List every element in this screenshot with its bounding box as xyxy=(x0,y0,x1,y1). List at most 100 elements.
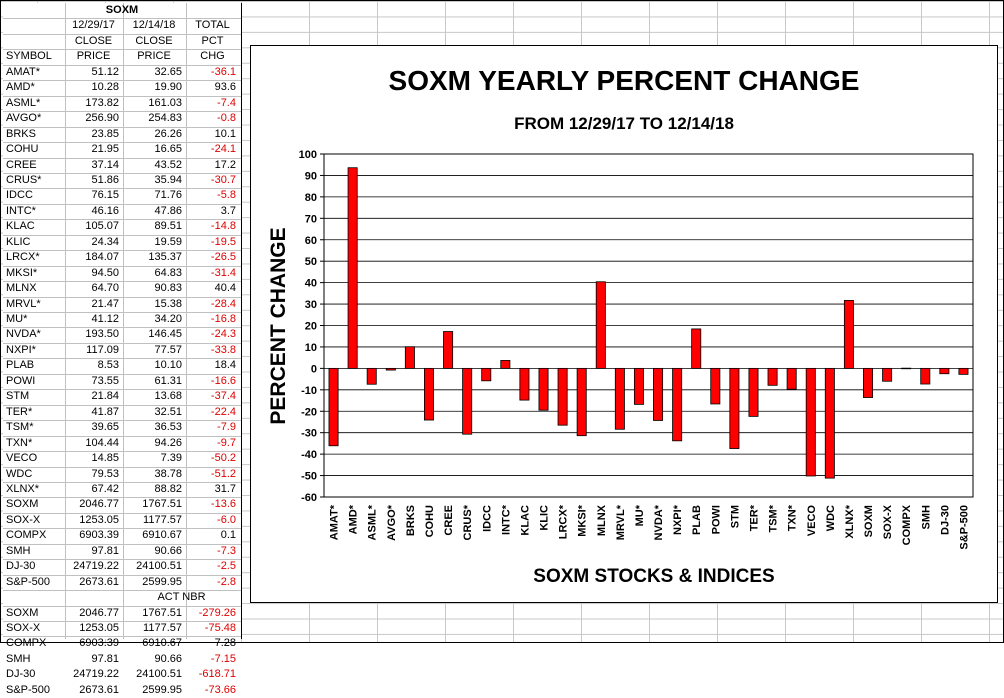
pct-change-cell[interactable]: -22.4 xyxy=(210,405,236,418)
pct-change-cell[interactable]: 10.1 xyxy=(214,127,236,140)
price-cell[interactable]: 254.83 xyxy=(148,112,182,125)
price-cell[interactable]: 117.09 xyxy=(86,343,119,356)
price-cell[interactable]: 23.85 xyxy=(91,127,119,140)
symbol-cell[interactable]: DJ-30 xyxy=(6,668,36,681)
column-header[interactable]: CHG xyxy=(200,50,225,63)
symbol-cell[interactable]: SOXM xyxy=(6,498,39,511)
price-cell[interactable]: 2673.61 xyxy=(79,575,119,588)
price-cell[interactable]: 97.81 xyxy=(91,544,119,557)
pct-change-cell[interactable]: -7.4 xyxy=(217,96,236,109)
pct-change-cell[interactable]: 17.2 xyxy=(214,158,236,171)
price-cell[interactable]: 2046.77 xyxy=(79,498,119,511)
price-cell[interactable]: 41.12 xyxy=(91,313,119,325)
symbol-cell[interactable]: AMAT* xyxy=(6,65,41,78)
symbol-cell[interactable]: MKSI* xyxy=(6,266,38,279)
pct-change-cell[interactable]: -50.2 xyxy=(210,452,236,465)
pct-change-cell[interactable]: 93.6 xyxy=(214,81,236,94)
symbol-cell[interactable]: NVDA* xyxy=(6,328,41,341)
symbol-cell[interactable]: NXPI* xyxy=(6,343,36,356)
price-cell[interactable]: 46.16 xyxy=(91,204,119,217)
pct-change-cell[interactable]: -13.6 xyxy=(210,498,236,511)
price-cell[interactable]: 79.53 xyxy=(91,467,119,480)
price-cell[interactable]: 32.51 xyxy=(154,405,182,418)
act-change-cell[interactable]: -75.48 xyxy=(204,622,236,634)
pct-change-cell[interactable]: -2.5 xyxy=(217,560,236,573)
symbol-cell[interactable]: TSM* xyxy=(6,421,34,434)
pct-change-cell[interactable]: 31.7 xyxy=(214,482,236,495)
symbol-cell[interactable]: MU* xyxy=(6,313,28,325)
price-cell[interactable]: 90.66 xyxy=(154,652,182,665)
price-cell[interactable]: 89.51 xyxy=(154,220,182,233)
price-cell[interactable]: 184.07 xyxy=(85,251,119,264)
pct-change-cell[interactable]: -7.3 xyxy=(217,544,236,557)
price-cell[interactable]: 76.15 xyxy=(91,189,119,202)
price-cell[interactable]: 146.45 xyxy=(148,328,182,341)
price-cell[interactable]: 90.66 xyxy=(154,544,182,557)
price-cell[interactable]: 14.85 xyxy=(91,452,119,465)
pct-change-cell[interactable]: 40.4 xyxy=(214,282,236,295)
price-cell[interactable]: 105.07 xyxy=(85,220,119,233)
price-cell[interactable]: 15.38 xyxy=(154,297,182,310)
price-cell[interactable]: 24100.51 xyxy=(136,668,182,681)
price-cell[interactable]: 41.87 xyxy=(91,405,119,418)
price-cell[interactable]: 32.65 xyxy=(154,65,182,78)
price-cell[interactable]: 2599.95 xyxy=(142,575,182,588)
act-change-cell[interactable]: -7.15 xyxy=(210,652,236,665)
price-cell[interactable]: 88.82 xyxy=(154,482,182,495)
chart-panel[interactable]: SOXM YEARLY PERCENT CHANGE FROM 12/29/17 … xyxy=(250,45,998,603)
symbol-cell[interactable]: VECO xyxy=(6,452,38,465)
price-cell[interactable]: 73.55 xyxy=(91,374,119,387)
price-cell[interactable]: 2599.95 xyxy=(142,683,182,696)
symbol-cell[interactable]: KLIC xyxy=(6,235,31,248)
price-cell[interactable]: 6910.67 xyxy=(142,529,182,542)
price-cell[interactable]: 161.03 xyxy=(148,96,182,109)
pct-change-cell[interactable]: -31.4 xyxy=(210,266,236,279)
price-cell[interactable]: 51.86 xyxy=(91,173,119,186)
symbol-cell[interactable]: CRUS* xyxy=(6,173,42,186)
symbol-cell[interactable]: IDCC xyxy=(6,189,33,202)
pct-change-cell[interactable]: -33.8 xyxy=(210,343,236,356)
price-cell[interactable]: 94.26 xyxy=(154,436,182,449)
price-cell[interactable]: 34.20 xyxy=(154,313,182,325)
price-cell[interactable]: 173.82 xyxy=(85,96,119,109)
symbol-cell[interactable]: S&P-500 xyxy=(6,575,51,588)
price-cell[interactable]: 24.34 xyxy=(91,235,119,248)
column-header[interactable]: PRICE xyxy=(76,50,111,63)
price-cell[interactable]: 64.83 xyxy=(154,266,182,279)
column-header[interactable]: 12/14/18 xyxy=(132,19,176,32)
price-cell[interactable]: 1767.51 xyxy=(142,498,182,511)
price-cell[interactable]: 256.90 xyxy=(85,112,119,125)
price-cell[interactable]: 71.76 xyxy=(154,189,182,202)
symbol-cell[interactable]: PLAB xyxy=(6,359,35,372)
symbol-cell[interactable]: LRCX* xyxy=(6,251,40,264)
pct-change-cell[interactable]: -5.8 xyxy=(217,189,236,202)
pct-change-cell[interactable]: -19.5 xyxy=(210,235,236,248)
symbol-cell[interactable]: INTC* xyxy=(6,204,36,217)
symbol-cell[interactable]: ASML* xyxy=(6,96,41,109)
symbol-cell[interactable]: SMH xyxy=(6,652,31,665)
price-cell[interactable]: 13.68 xyxy=(154,390,182,403)
price-cell[interactable]: 26.26 xyxy=(154,127,182,140)
symbol-cell[interactable]: SOXM xyxy=(6,606,39,619)
price-cell[interactable]: 21.47 xyxy=(91,297,119,310)
column-header[interactable]: CLOSE xyxy=(74,34,113,47)
symbol-cell[interactable]: SMH xyxy=(6,544,31,557)
price-cell[interactable]: 1177.57 xyxy=(143,622,182,634)
pct-change-cell[interactable]: 3.7 xyxy=(220,204,236,217)
price-cell[interactable]: 36.53 xyxy=(154,421,182,434)
price-cell[interactable]: 43.52 xyxy=(154,158,182,171)
symbol-cell[interactable]: SOX-X xyxy=(6,622,41,634)
price-cell[interactable]: 2046.77 xyxy=(79,606,119,619)
symbol-cell[interactable]: COMPX xyxy=(6,529,47,542)
price-cell[interactable]: 1253.05 xyxy=(79,513,119,526)
price-cell[interactable]: 19.59 xyxy=(154,235,182,248)
price-cell[interactable]: 24719.22 xyxy=(73,560,119,573)
column-header[interactable]: PRICE xyxy=(137,50,171,63)
pct-change-cell[interactable]: -2.8 xyxy=(217,575,236,588)
symbol-cell[interactable]: STM xyxy=(6,390,30,403)
price-cell[interactable]: 77.57 xyxy=(154,343,182,356)
price-cell[interactable]: 39.65 xyxy=(91,421,119,434)
price-cell[interactable]: 2673.61 xyxy=(79,683,119,696)
pct-change-cell[interactable]: -0.8 xyxy=(217,112,236,125)
price-cell[interactable]: 90.83 xyxy=(154,282,182,295)
